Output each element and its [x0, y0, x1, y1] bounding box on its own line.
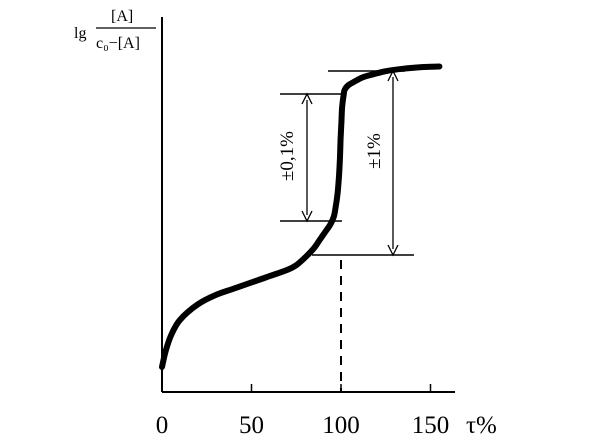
bracket-0-1-arrow-down	[301, 210, 313, 223]
y-label-numerator: [A]	[111, 8, 133, 25]
bracket-1-arrow-down	[387, 244, 399, 257]
x-tick-label: 0	[156, 412, 169, 439]
bracket-0-1-percent: ±0,1%	[277, 92, 342, 223]
titration-curve-line	[159, 63, 443, 370]
x-axis-unit-label: τ%	[466, 412, 497, 439]
x-tick-label: 50	[239, 412, 264, 439]
x-ticks: 0 50 100 150	[156, 384, 450, 439]
y-label-prefix: lg	[74, 25, 86, 42]
bracket-1-label: ±1%	[364, 133, 385, 169]
y-label-denominator: c₀−[A]	[96, 35, 140, 52]
x-tick-label: 150	[412, 412, 450, 439]
bracket-0-1-arrow-up	[301, 92, 313, 105]
bracket-0-1-label: ±0,1%	[277, 131, 298, 181]
x-tick-label: 100	[322, 412, 360, 439]
y-axis-label: lg [A] c₀−[A]	[74, 8, 156, 52]
